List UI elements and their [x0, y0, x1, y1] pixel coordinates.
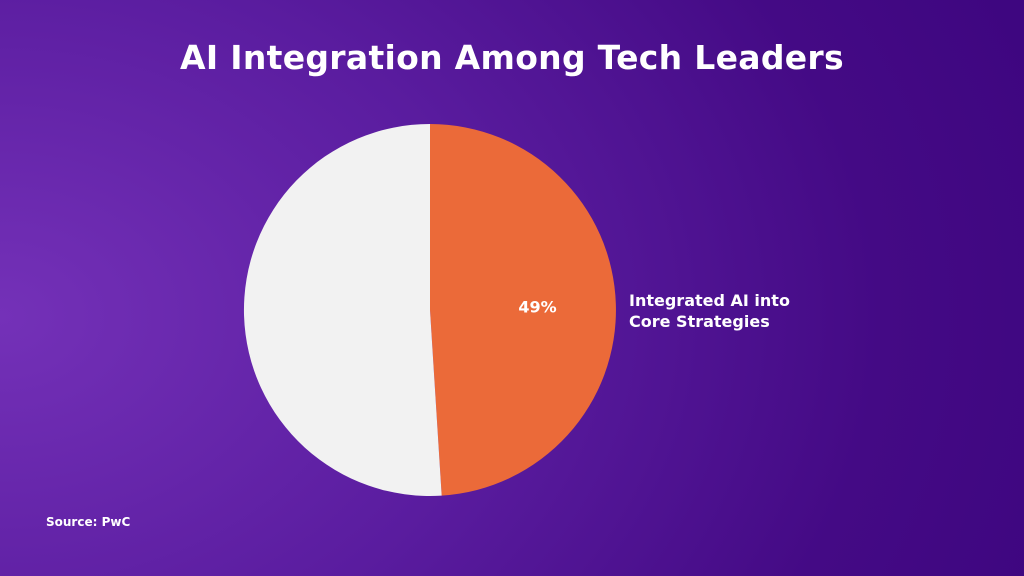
slice-label-line-2: Core Strategies — [629, 312, 770, 331]
pie-slices — [243, 124, 616, 496]
pie-value-label-0: 49% — [518, 298, 556, 317]
pie-slice-0 — [430, 124, 616, 496]
pie-slice-1 — [243, 124, 442, 496]
chart-title: AI Integration Among Tech Leaders — [180, 38, 844, 77]
slice-label-line-1: Integrated AI into — [629, 291, 790, 310]
pie-value-labels: 49% — [518, 298, 556, 317]
source-note: Source: PwC — [46, 515, 131, 529]
slice-label-integrated: Integrated AI into Core Strategies — [629, 290, 869, 332]
